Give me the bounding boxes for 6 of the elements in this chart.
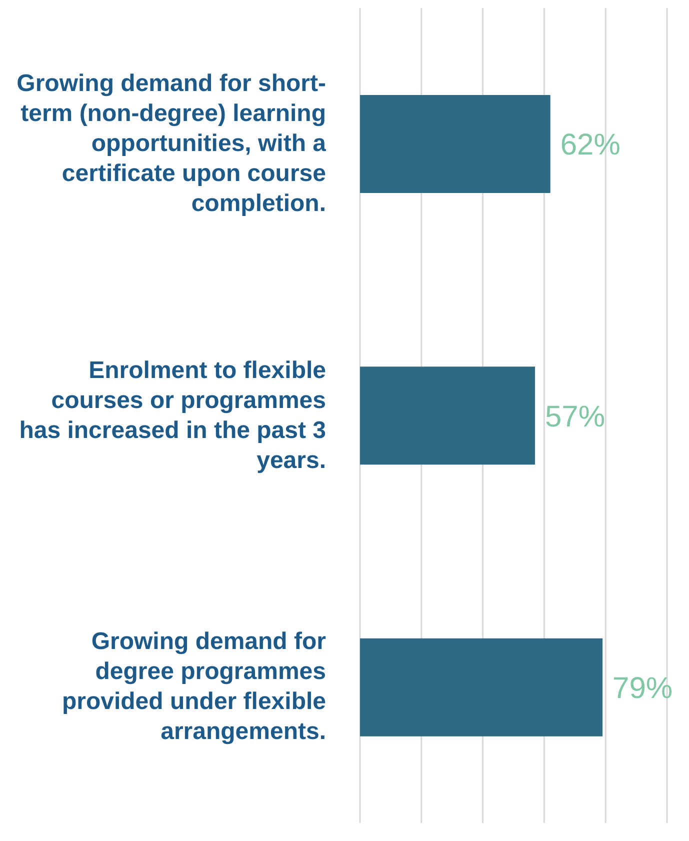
y-tick-label: Growing demand for degree programmes provided under flexible arrangements. bbox=[60, 627, 326, 748]
y-tick-label: Enrolment to flexible courses or programmes has increased in the past 3 years. bbox=[18, 356, 326, 476]
data-label: 79% bbox=[612, 672, 673, 705]
data-label: 62% bbox=[560, 128, 620, 162]
data-label: 57% bbox=[544, 400, 606, 434]
y-tick-label: Growing demand for short-term (non-degree) learning opportunities, with a certificate upon course completion. bbox=[16, 68, 326, 219]
